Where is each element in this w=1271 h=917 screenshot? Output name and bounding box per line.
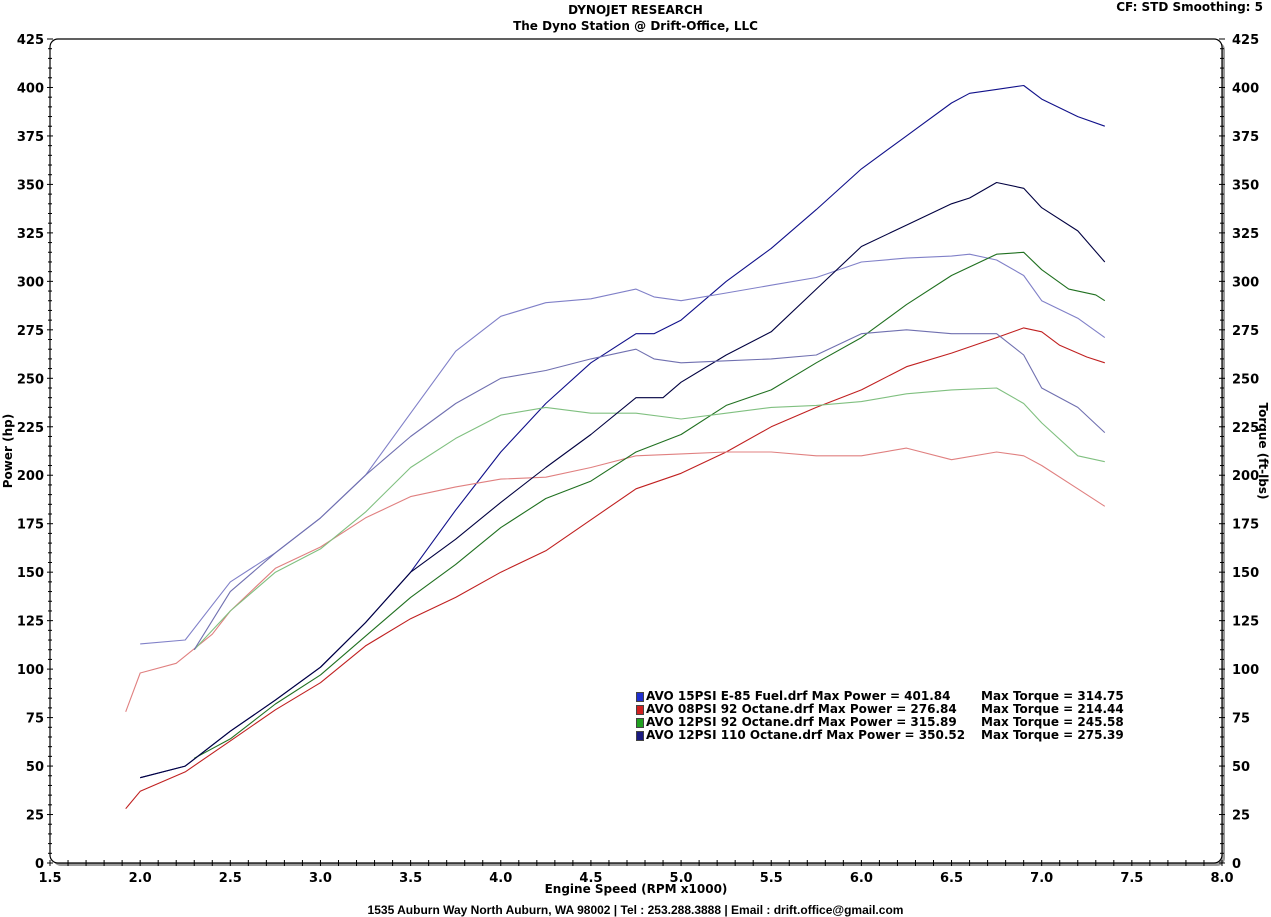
series-line	[193, 329, 1106, 650]
svg-text:200: 200	[1232, 469, 1259, 484]
svg-text:6.5: 6.5	[940, 871, 963, 886]
svg-text:400: 400	[17, 81, 44, 96]
legend: AVO 15PSI E-85 Fuel.drf Max Power = 401.…	[636, 690, 1124, 742]
svg-text:50: 50	[1232, 760, 1250, 775]
svg-text:8.0: 8.0	[1210, 871, 1233, 886]
svg-text:250: 250	[1232, 372, 1259, 387]
series-line	[193, 387, 1105, 651]
legend-label: AVO 12PSI 92 Octane.drf Max Power = 315.…	[646, 715, 957, 729]
series-line	[125, 327, 1105, 810]
svg-text:3.0: 3.0	[309, 871, 332, 886]
svg-text:125: 125	[1232, 615, 1259, 630]
svg-text:150: 150	[1232, 566, 1259, 581]
svg-text:5.5: 5.5	[760, 871, 783, 886]
legend-label: AVO 12PSI 110 Octane.drf Max Power = 350…	[646, 728, 966, 742]
svg-text:350: 350	[17, 178, 44, 193]
svg-text:25: 25	[1232, 809, 1250, 824]
y-axis-label: Power (hp)	[1, 414, 15, 488]
series-line	[193, 251, 1106, 759]
svg-text:4.0: 4.0	[489, 871, 512, 886]
svg-text:225: 225	[17, 421, 44, 436]
svg-text:7.0: 7.0	[1030, 871, 1053, 886]
svg-text:375: 375	[1232, 130, 1259, 145]
svg-text:175: 175	[1232, 518, 1259, 533]
svg-text:425: 425	[17, 33, 44, 48]
chart-subtitle: The Dyno Station @ Drift-Office, LLC	[513, 19, 758, 33]
series-line	[140, 181, 1106, 779]
svg-text:100: 100	[1232, 663, 1259, 678]
legend-item: AVO 08PSI 92 Octane.drf Max Power = 276.…	[636, 703, 1124, 716]
legend-torque: Max Torque = 314.75	[981, 689, 1124, 703]
svg-text:300: 300	[17, 275, 44, 290]
svg-text:150: 150	[17, 566, 44, 581]
svg-text:375: 375	[17, 130, 44, 145]
axis-ticks: 0 0 25 25 50 50 75 75 100 100 125 125 150 150 175 175 20…	[17, 33, 1259, 886]
svg-text:2.5: 2.5	[219, 871, 242, 886]
svg-text:75: 75	[1232, 712, 1250, 727]
svg-text:175: 175	[17, 518, 44, 533]
legend-label: AVO 15PSI E-85 Fuel.drf Max Power = 401.…	[646, 689, 951, 703]
svg-text:300: 300	[1232, 275, 1259, 290]
svg-text:225: 225	[1232, 421, 1259, 436]
legend-torque: Max Torque = 275.39	[981, 728, 1124, 742]
footer-contact: 1535 Auburn Way North Auburn, WA 98002 |…	[367, 903, 904, 917]
svg-text:100: 100	[17, 663, 44, 678]
legend-torque: Max Torque = 214.44	[981, 702, 1124, 716]
svg-text:350: 350	[1232, 178, 1259, 193]
svg-text:5.0: 5.0	[670, 871, 693, 886]
svg-text:1.5: 1.5	[38, 871, 61, 886]
svg-text:4.5: 4.5	[579, 871, 602, 886]
svg-text:2.0: 2.0	[129, 871, 152, 886]
chart-title: DYNOJET RESEARCH	[568, 3, 703, 17]
legend-item: AVO 12PSI 92 Octane.drf Max Power = 315.…	[636, 716, 1124, 729]
svg-text:325: 325	[17, 227, 44, 242]
legend-label: AVO 08PSI 92 Octane.drf Max Power = 276.…	[646, 702, 957, 716]
svg-text:3.5: 3.5	[399, 871, 422, 886]
svg-text:25: 25	[26, 809, 44, 824]
svg-text:325: 325	[1232, 227, 1259, 242]
legend-swatch-icon	[636, 717, 644, 728]
svg-text:400: 400	[1232, 81, 1259, 96]
legend-swatch-icon	[636, 730, 644, 741]
svg-text:50: 50	[26, 760, 44, 775]
svg-text:200: 200	[17, 469, 44, 484]
svg-text:0: 0	[1232, 857, 1241, 872]
svg-text:275: 275	[1232, 324, 1259, 339]
legend-item: AVO 12PSI 110 Octane.drf Max Power = 350…	[636, 729, 1124, 742]
correction-factor-info: CF: STD Smoothing: 5	[1116, 0, 1263, 14]
svg-text:425: 425	[1232, 33, 1259, 48]
svg-text:250: 250	[17, 372, 44, 387]
svg-text:7.5: 7.5	[1120, 871, 1143, 886]
legend-swatch-icon	[636, 704, 644, 715]
svg-text:0: 0	[35, 857, 44, 872]
svg-text:6.0: 6.0	[850, 871, 873, 886]
x-axis-label: Engine Speed (RPM x1000)	[545, 882, 728, 896]
svg-text:125: 125	[17, 615, 44, 630]
y2-axis-label: Torque (ft-lbs)	[1256, 403, 1270, 500]
svg-text:275: 275	[17, 324, 44, 339]
plot-frame	[49, 38, 1225, 866]
data-series	[125, 84, 1106, 810]
svg-text:75: 75	[26, 712, 44, 727]
legend-torque: Max Torque = 245.58	[981, 715, 1124, 729]
legend-swatch-icon	[636, 691, 644, 702]
legend-item: AVO 15PSI E-85 Fuel.drf Max Power = 401.…	[636, 690, 1124, 703]
